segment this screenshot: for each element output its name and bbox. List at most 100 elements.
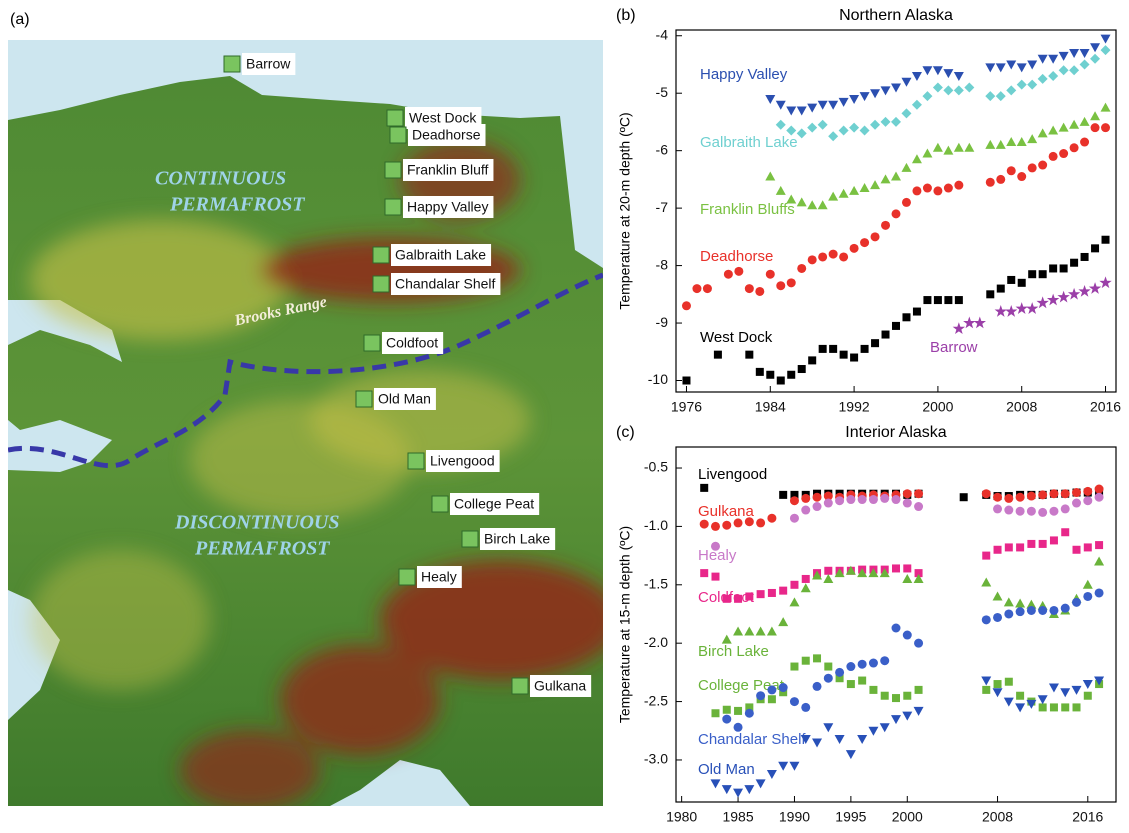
- series-label: West Dock: [700, 329, 773, 346]
- point: [1038, 161, 1047, 170]
- point: [1007, 166, 1016, 175]
- point: [1095, 493, 1104, 502]
- site-marker: [364, 335, 380, 351]
- point: [1004, 494, 1013, 503]
- point: [802, 657, 810, 665]
- point: [880, 494, 889, 503]
- point: [982, 489, 991, 498]
- point: [1083, 592, 1092, 601]
- point: [880, 656, 889, 665]
- point: [745, 284, 754, 293]
- point: [994, 546, 1002, 554]
- point: [1039, 703, 1047, 711]
- point: [824, 499, 833, 508]
- x-tick-label: 1985: [722, 809, 753, 825]
- y-tick-label: -9: [656, 314, 669, 330]
- point: [846, 495, 855, 504]
- point: [861, 345, 869, 353]
- point: [1038, 490, 1047, 499]
- point: [777, 377, 785, 385]
- page: {"map": {"panel_label": "(a)", "sites": …: [0, 0, 1129, 828]
- point: [1072, 488, 1081, 497]
- point: [869, 686, 877, 694]
- point: [914, 639, 923, 648]
- point: [903, 692, 911, 700]
- point: [766, 270, 775, 279]
- point: [1028, 270, 1036, 278]
- point: [1070, 143, 1079, 152]
- point: [982, 615, 991, 624]
- point: [860, 238, 869, 247]
- point: [692, 284, 701, 293]
- point: [722, 521, 731, 530]
- site-label: Coldfoot: [386, 335, 438, 351]
- site-marker: [356, 391, 372, 407]
- point: [1083, 496, 1092, 505]
- point: [797, 264, 806, 273]
- point: [915, 686, 923, 694]
- site-label: Birch Lake: [484, 531, 550, 547]
- point: [912, 186, 921, 195]
- point: [801, 506, 810, 515]
- series-label: Chandalar Shelf: [698, 731, 806, 748]
- point: [790, 697, 799, 706]
- point: [1016, 692, 1024, 700]
- point: [1007, 276, 1015, 284]
- point: [1061, 504, 1070, 513]
- point: [1005, 543, 1013, 551]
- point: [813, 682, 822, 691]
- point: [1084, 692, 1092, 700]
- point: [787, 278, 796, 287]
- point: [903, 489, 912, 498]
- x-tick-label: 1995: [835, 809, 866, 825]
- point: [944, 296, 952, 304]
- point: [914, 502, 923, 511]
- point: [994, 680, 1002, 688]
- point: [790, 581, 798, 589]
- region-label: PERMAFROST: [194, 538, 330, 560]
- point: [902, 313, 910, 321]
- y-tick-label: -3.0: [644, 751, 668, 767]
- site-label: College Peat: [454, 496, 534, 512]
- point: [1049, 606, 1058, 615]
- panel-label: (a): [10, 11, 30, 28]
- point: [824, 567, 832, 575]
- point: [1050, 703, 1058, 711]
- y-tick-label: -8: [656, 256, 669, 272]
- point: [1095, 541, 1103, 549]
- point: [1027, 507, 1036, 516]
- series-label: Galbraith Lake: [700, 134, 798, 151]
- point: [724, 270, 733, 279]
- point: [986, 290, 994, 298]
- point: [808, 356, 816, 364]
- site-label: Chandalar Shelf: [395, 276, 496, 292]
- point: [933, 186, 942, 195]
- point: [993, 613, 1002, 622]
- point: [734, 707, 742, 715]
- point: [787, 371, 795, 379]
- site-label: Healy: [421, 569, 457, 585]
- series-label: Franklin Bluffs: [700, 201, 795, 218]
- point: [1081, 253, 1089, 261]
- point: [1102, 236, 1110, 244]
- point: [779, 587, 787, 595]
- point: [682, 377, 690, 385]
- point: [1095, 485, 1104, 494]
- point: [835, 668, 844, 677]
- point: [913, 308, 921, 316]
- point: [903, 564, 911, 572]
- point: [1038, 606, 1047, 615]
- point: [824, 674, 833, 683]
- point: [1027, 606, 1036, 615]
- x-tick-label: 1976: [671, 399, 702, 415]
- point: [986, 178, 995, 187]
- point: [850, 354, 858, 362]
- point: [1028, 163, 1037, 172]
- series-label: Barrow: [930, 339, 978, 356]
- point: [923, 184, 932, 193]
- x-tick-label: 2000: [922, 399, 953, 415]
- point: [813, 654, 821, 662]
- point: [766, 371, 774, 379]
- point: [808, 255, 817, 264]
- point: [829, 250, 838, 259]
